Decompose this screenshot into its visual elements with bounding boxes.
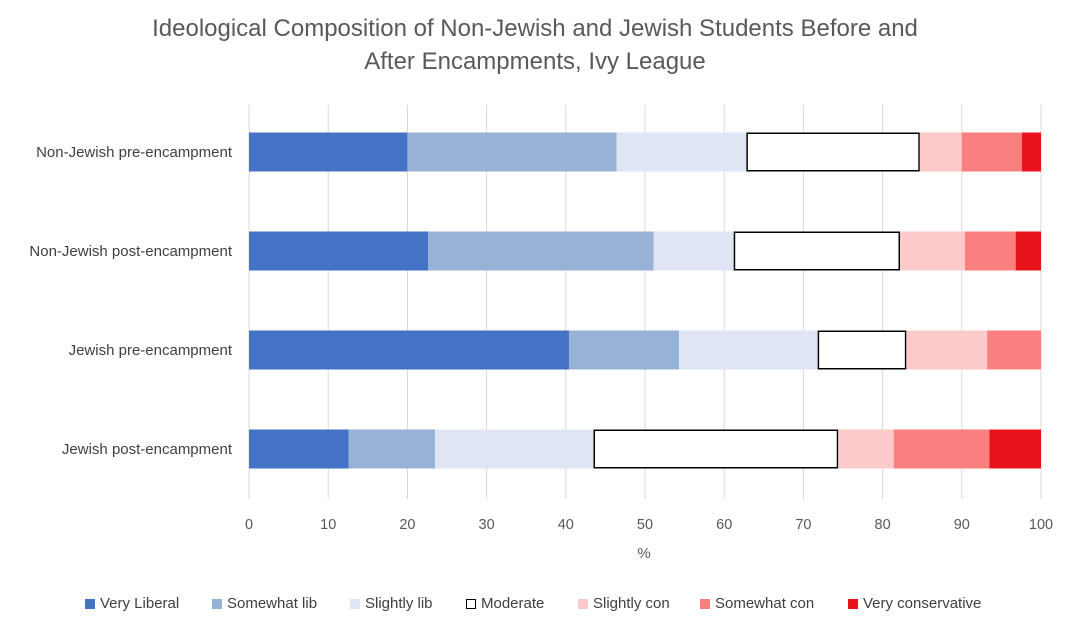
legend-item-very-conservative: Very conservative <box>848 595 981 612</box>
x-tick-label: 30 <box>479 517 495 533</box>
x-tick-label: 80 <box>875 517 891 533</box>
bar-segment-somewhat-con <box>987 330 1041 370</box>
bar-segment-somewhat-lib <box>568 330 680 370</box>
bar-segment-moderate <box>593 429 839 469</box>
legend-item-somewhat-con: Somewhat con <box>700 595 814 612</box>
bar-segment-moderate <box>733 231 901 271</box>
chart-title-line-1: Ideological Composition of Non-Jewish an… <box>152 15 918 42</box>
legend-swatch <box>350 598 360 609</box>
x-tick-label: 20 <box>399 517 415 533</box>
legend-swatch <box>848 598 858 609</box>
x-tick-label: 60 <box>716 517 732 533</box>
bar-segment-slightly-lib <box>679 330 818 370</box>
x-tick-label: 0 <box>245 517 253 533</box>
category-label: Non-Jewish post-encampment <box>29 243 232 260</box>
bar-segment-very-liberal <box>249 330 569 370</box>
bar-segment-slightly-con <box>919 132 962 172</box>
legend-label: Somewhat lib <box>227 595 318 612</box>
bar-segment-very-conservative <box>1015 231 1041 271</box>
legend-label: Slightly con <box>593 595 670 612</box>
category-label: Jewish post-encampment <box>62 441 233 458</box>
bar-segment-slightly-con <box>900 231 965 271</box>
bar-segment-slightly-lib <box>616 132 747 172</box>
legend-item-slightly-con: Slightly con <box>578 595 670 612</box>
bar-segment-slightly-con <box>838 429 894 469</box>
bar-segment-somewhat-lib <box>348 429 436 469</box>
bar-segment-somewhat-lib <box>407 132 617 172</box>
bar-segment-very-conservative <box>989 429 1041 469</box>
bar-segment-slightly-con <box>906 330 988 370</box>
bar-segment-moderate <box>746 132 920 172</box>
bar-segment-somewhat-con <box>961 132 1022 172</box>
bar-segment-moderate <box>817 330 907 370</box>
chart-title-line-2: After Encampments, Ivy League <box>364 48 706 75</box>
legend-swatch <box>212 598 222 609</box>
bar-segment-slightly-lib <box>653 231 734 271</box>
legend-label: Very conservative <box>863 595 982 612</box>
x-tick-label: 90 <box>954 517 970 533</box>
x-tick-label: 100 <box>1029 517 1053 533</box>
legend-swatch <box>85 598 95 609</box>
category-label: Non-Jewish pre-encampment <box>36 144 233 161</box>
legend-label: Very Liberal <box>100 595 180 612</box>
bar-segment-somewhat-lib <box>427 231 654 271</box>
category-labels: Non-Jewish pre-encampment Non-Jewish post… <box>29 144 232 458</box>
stacked-bar-chart: Non-Jewish pre-encampment Non-Jewish post… <box>29 105 1053 562</box>
bar-segment-somewhat-con <box>893 429 990 469</box>
bars <box>249 132 1041 469</box>
legend: Very Liberal Somewhat lib Slightly lib Mode… <box>0 595 1070 617</box>
bar-segment-somewhat-con <box>964 231 1016 271</box>
x-tick-labels: 0 10 20 30 40 50 60 70 80 90 100 <box>245 517 1053 533</box>
legend-label: Somewhat con <box>715 595 815 612</box>
legend-swatch <box>466 598 476 609</box>
bar-segment-very-liberal <box>249 429 349 469</box>
legend-item-very-liberal: Very Liberal <box>85 595 179 612</box>
x-tick-label: 10 <box>320 517 336 533</box>
bar-segment-slightly-lib <box>435 429 594 469</box>
chart-title: Ideological Composition of Non-Jewish an… <box>0 12 1070 78</box>
legend-item-somewhat-lib: Somewhat lib <box>212 595 317 612</box>
legend-item-slightly-lib: Slightly lib <box>350 595 433 612</box>
legend-swatch <box>700 598 710 609</box>
bar-segment-very-conservative <box>1021 132 1041 172</box>
legend-swatch <box>578 598 588 609</box>
category-label: Jewish pre-encampment <box>69 342 233 359</box>
x-tick-label: 70 <box>795 517 811 533</box>
legend-label: Moderate <box>481 595 545 612</box>
legend-item-moderate: Moderate <box>466 595 544 612</box>
legend-label: Slightly lib <box>365 595 433 612</box>
x-axis-title: % <box>637 545 650 562</box>
bar-segment-very-liberal <box>249 231 428 271</box>
x-tick-label: 50 <box>637 517 653 533</box>
x-tick-label: 40 <box>558 517 574 533</box>
bar-segment-very-liberal <box>249 132 408 172</box>
